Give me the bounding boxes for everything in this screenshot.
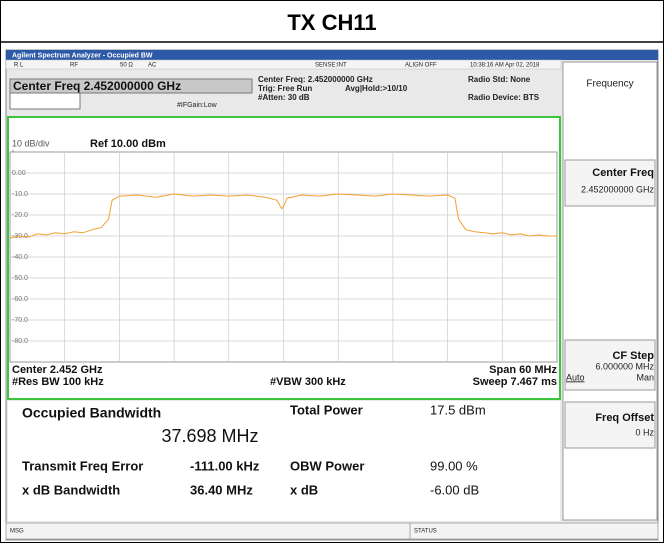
- softkey[interactable]: [564, 159, 656, 207]
- y-tick-label: -70.0: [12, 317, 28, 324]
- span: Span 60 MHz: [489, 364, 557, 376]
- softkey-value: 6.000000 MHz: [595, 361, 654, 371]
- tfe-label: Transmit Freq Error: [22, 458, 143, 473]
- window-bar: [6, 50, 658, 60]
- center-freq-box[interactable]: [9, 78, 253, 94]
- title: TX CH11: [287, 10, 376, 35]
- datetime: 10:38:16 AM Apr 02, 2018: [470, 63, 540, 69]
- xdb-bw-value: 36.40 MHz: [190, 482, 253, 497]
- y-tick-label: -50.0: [12, 275, 28, 282]
- results-panel: [8, 401, 560, 521]
- entry-box[interactable]: [9, 92, 81, 110]
- softkey-value: 2.452000000 GHz: [581, 184, 655, 194]
- total-power: 17.5 dBm: [430, 402, 486, 417]
- center: Center 2.452 GHz: [12, 364, 103, 376]
- scale: 10 dB/div: [12, 138, 50, 148]
- option-man[interactable]: Man: [636, 372, 654, 382]
- trace: [9, 193, 557, 239]
- y-tick-label: -10.0: [12, 191, 28, 198]
- radio-std: Radio Std: None: [468, 75, 531, 84]
- center-freq-info: Center Freq: 2.452000000 GHz: [258, 75, 373, 84]
- total-power-label: Total Power: [290, 402, 363, 417]
- xdb-value: -6.00 dB: [430, 482, 479, 497]
- tfe-value: -111.00 kHz: [190, 458, 260, 473]
- msg: MSG: [10, 529, 24, 535]
- radio-device: Radio Device: BTS: [468, 93, 540, 102]
- if-gain: #IFGain:Low: [177, 102, 218, 109]
- align: ALIGN OFF: [405, 63, 437, 69]
- coupling: AC: [148, 63, 157, 69]
- y-tick-label: -60.0: [12, 296, 28, 303]
- softkey-value: 0 Hz: [635, 427, 654, 437]
- menu-title: Frequency: [586, 79, 633, 90]
- softkey-label: Center Freq: [592, 167, 654, 179]
- softkey-label: CF Step: [612, 350, 654, 362]
- message-bar: [5, 522, 659, 540]
- obw-power-label: OBW Power: [290, 458, 364, 473]
- rf: RF: [70, 63, 78, 69]
- res-bw: #Res BW 100 kHz: [12, 376, 104, 388]
- status-bar: [5, 59, 562, 70]
- y-tick-label: 0.00: [12, 170, 26, 177]
- obw-value: 37.698 MHz: [161, 426, 258, 446]
- impedance: 50 Ω: [120, 63, 133, 69]
- sense: SENSE:INT: [315, 63, 347, 69]
- avg-hold: Avg|Hold:>10/10: [345, 84, 408, 93]
- atten: #Atten: 30 dB: [258, 93, 310, 102]
- y-tick-label: -80.0: [12, 338, 28, 345]
- status: STATUS: [414, 529, 437, 535]
- rl: R L: [14, 63, 24, 69]
- xdb-bw-label: x dB Bandwidth: [22, 482, 120, 497]
- window-title: Agilent Spectrum Analyzer - Occupied BW: [12, 52, 153, 59]
- obw-label: Occupied Bandwidth: [22, 405, 161, 421]
- y-tick-label: -20.0: [12, 212, 28, 219]
- xdb-label: x dB: [290, 482, 318, 497]
- ref-level: Ref 10.00 dBm: [90, 138, 166, 150]
- trig: Trig: Free Run: [258, 84, 312, 93]
- option-auto[interactable]: Auto: [566, 372, 585, 382]
- center-freq: Center Freq 2.452000000 GHz: [13, 79, 181, 93]
- sweep: Sweep 7.467 ms: [473, 376, 557, 388]
- softkey[interactable]: [564, 401, 656, 449]
- obw-power: 99.00 %: [430, 458, 478, 473]
- softkey-panel: [562, 61, 658, 521]
- softkey-label: Freq Offset: [595, 412, 654, 424]
- softkey[interactable]: [564, 339, 656, 391]
- y-tick-label: -40.0: [12, 254, 28, 261]
- vbw: #VBW 300 kHz: [270, 376, 346, 388]
